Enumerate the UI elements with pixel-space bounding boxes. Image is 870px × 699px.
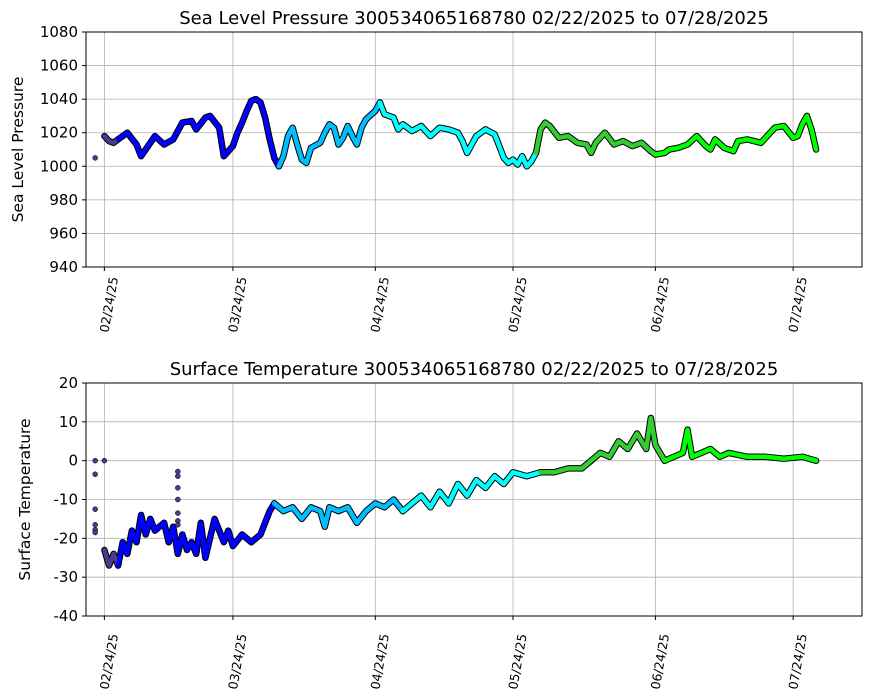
- y-tick-label: -40: [54, 607, 79, 625]
- data-point: [101, 457, 108, 464]
- x-tick-label: 04/24/25: [367, 633, 392, 691]
- data-layer: [92, 414, 820, 569]
- x-tick-label: 06/24/25: [648, 276, 673, 334]
- y-axis-label: Surface Temperature: [16, 418, 34, 580]
- data-point: [175, 496, 181, 503]
- x-tick-label: 03/24/25: [225, 633, 250, 691]
- series-line: [662, 427, 819, 463]
- series-line: [533, 120, 658, 157]
- series-line: [102, 547, 121, 568]
- data-point: [92, 521, 98, 528]
- y-tick-label: -10: [54, 491, 79, 509]
- y-tick-label: 960: [49, 224, 78, 242]
- data-point: [92, 529, 98, 536]
- series-line: [538, 415, 667, 475]
- series-outline: [114, 500, 278, 569]
- series-outline: [532, 119, 659, 158]
- series-line: [400, 470, 543, 514]
- series-line: [377, 100, 539, 169]
- data-layer: [92, 95, 820, 170]
- x-tick-label: 07/24/25: [785, 633, 810, 691]
- y-tick-label: 1080: [40, 23, 78, 41]
- chart-title: Surface Temperature 300534065168780 02/2…: [170, 359, 779, 380]
- y-tick-label: 1000: [40, 157, 78, 175]
- y-tick-label: 0: [68, 452, 78, 470]
- y-tick-label: 1060: [40, 57, 78, 75]
- sea-level-pressure-panel: 940 960 980 1000 1020 1040 1060 1080 02/24/25 03/…: [9, 8, 863, 334]
- data-point: [175, 473, 181, 479]
- x-tick-label: 06/24/25: [648, 633, 673, 691]
- x-tick-label: 02/24/25: [97, 633, 122, 691]
- data-point: [175, 510, 181, 516]
- surface-temperature-panel: -40 -30 -20 -10 0 10 20 02/24/25 03/24/25 04/24/2…: [16, 359, 863, 691]
- x-tick-label: 05/24/25: [505, 633, 530, 691]
- data-point: [92, 457, 98, 464]
- y-tick-label: 1040: [40, 90, 78, 108]
- series-line: [115, 96, 282, 169]
- axes-frame: [85, 31, 863, 268]
- y-tick-label: -20: [54, 529, 79, 547]
- chart-title: Sea Level Pressure 300534065168780 02/22…: [179, 8, 769, 29]
- data-point: [175, 485, 181, 491]
- data-point: [92, 506, 98, 512]
- series-line: [276, 100, 383, 169]
- series-line: [115, 501, 277, 568]
- y-tick-label: 20: [59, 374, 78, 392]
- x-tick-label: 02/24/25: [97, 276, 122, 334]
- x-tick-label: 03/24/25: [225, 276, 250, 334]
- data-point: [175, 468, 181, 475]
- x-tick-label: 04/24/25: [367, 276, 392, 334]
- data-point: [92, 471, 98, 478]
- x-tick-label: 05/24/25: [505, 276, 530, 334]
- x-tick-label: 07/24/25: [785, 276, 810, 334]
- y-axis-label: Sea Level Pressure: [9, 77, 27, 223]
- series-line: [272, 497, 406, 529]
- y-tick-label: 940: [49, 258, 78, 276]
- series-line: [653, 113, 819, 157]
- y-tick-label: 1020: [40, 124, 78, 142]
- y-tick-label: 980: [49, 191, 78, 209]
- series-line: [102, 133, 121, 146]
- y-tick-label: -30: [54, 568, 79, 586]
- data-point: [92, 155, 98, 161]
- y-tick-label: 10: [59, 413, 78, 431]
- data-point: [175, 521, 181, 528]
